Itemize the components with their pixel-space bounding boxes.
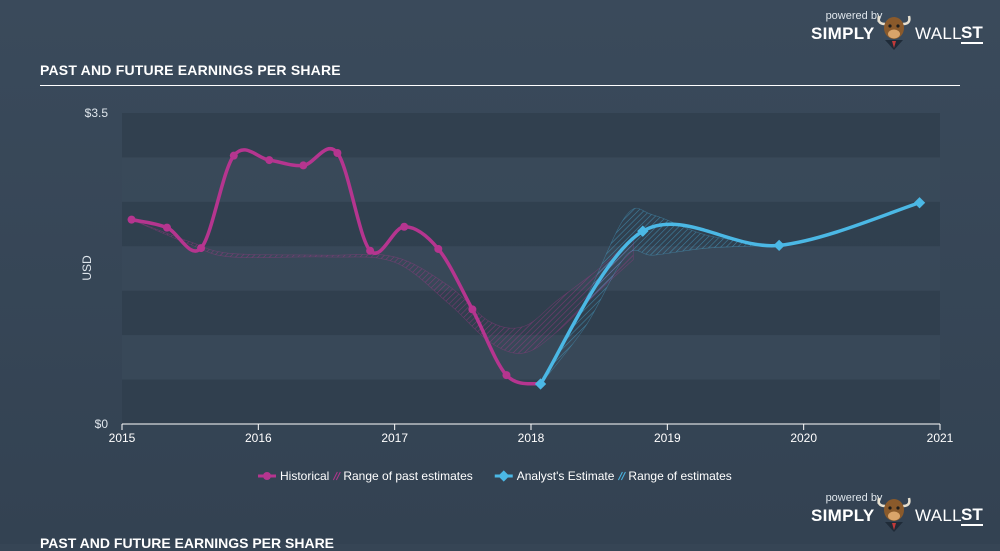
brand-word-wall: WALL: [915, 506, 962, 525]
data-point: [366, 246, 375, 255]
brand-word-wall: WALL: [915, 24, 962, 43]
series-markers: [127, 148, 926, 390]
x-tick-label: 2018: [518, 431, 545, 445]
legend-marker: [498, 470, 510, 482]
x-tick-label: 2020: [790, 431, 817, 445]
data-point: [502, 371, 511, 380]
legend-label: Analyst's Estimate: [517, 469, 615, 483]
x-tick-label: 2019: [654, 431, 681, 445]
chart-legend: Historical Range of past estimates Analyst…: [258, 469, 732, 483]
title-underline: [40, 85, 960, 86]
data-point: [333, 148, 342, 157]
chart-title-repeat: PAST AND FUTURE EARNINGS PER SHARE: [40, 535, 335, 551]
legend-label: Historical: [280, 469, 329, 483]
brand-word-simply: SIMPLY: [811, 506, 875, 525]
plot-band: [122, 157, 940, 202]
plot-band: [122, 379, 940, 424]
brand-word-st: ST: [961, 23, 983, 44]
legend-hatch: [620, 471, 626, 481]
data-point: [434, 244, 443, 253]
legend-label: Range of estimates: [628, 469, 731, 483]
plot-band: [122, 201, 940, 247]
data-point: [197, 244, 206, 253]
powered-by-text: powered by: [825, 492, 883, 504]
legend-hatch: [617, 471, 623, 481]
data-point: [265, 156, 274, 165]
legend-label: Range of past estimates: [343, 469, 472, 483]
plot-band: [122, 246, 940, 291]
data-point: [913, 197, 926, 209]
powered-by-text: powered by: [825, 10, 883, 22]
x-tick-label: 2015: [109, 431, 136, 445]
legend-marker: [263, 472, 271, 480]
y-tick-label: $0: [95, 417, 109, 431]
y-axis-label: USD: [80, 255, 94, 281]
x-tick-label: 2016: [245, 431, 272, 445]
data-point: [127, 215, 136, 224]
data-point: [229, 151, 238, 160]
bull-mascot-icon: [877, 15, 911, 50]
legend-hatch: [335, 471, 341, 481]
data-point: [468, 305, 477, 314]
brand-logo-bottom: powered by SIMPLY WALL ST: [811, 492, 986, 532]
y-axis-ticks: $0 $3.5: [85, 106, 109, 431]
data-point: [637, 225, 649, 237]
data-point: [534, 378, 547, 390]
plot-bands: [122, 113, 940, 424]
data-point: [162, 223, 171, 232]
brand-logo-top: powered by SIMPLY WALL ST: [811, 10, 986, 50]
bull-mascot-icon: [877, 497, 911, 532]
y-tick-label: $3.5: [85, 106, 109, 120]
data-point: [400, 222, 409, 231]
range-area: [131, 219, 634, 354]
x-tick-label: 2017: [381, 431, 408, 445]
legend-hatch: [332, 471, 338, 481]
series-line: [538, 200, 922, 386]
chart-title: PAST AND FUTURE EARNINGS PER SHARE: [40, 62, 341, 78]
data-point: [773, 239, 785, 252]
x-axis: 2015 2016 2017 2018 2019 2020 2021: [109, 423, 954, 445]
data-point: [299, 161, 308, 170]
brand-word-simply: SIMPLY: [811, 24, 875, 43]
plot-band: [122, 113, 940, 158]
brand-word-st: ST: [961, 505, 983, 526]
x-tick-label: 2021: [927, 431, 954, 445]
